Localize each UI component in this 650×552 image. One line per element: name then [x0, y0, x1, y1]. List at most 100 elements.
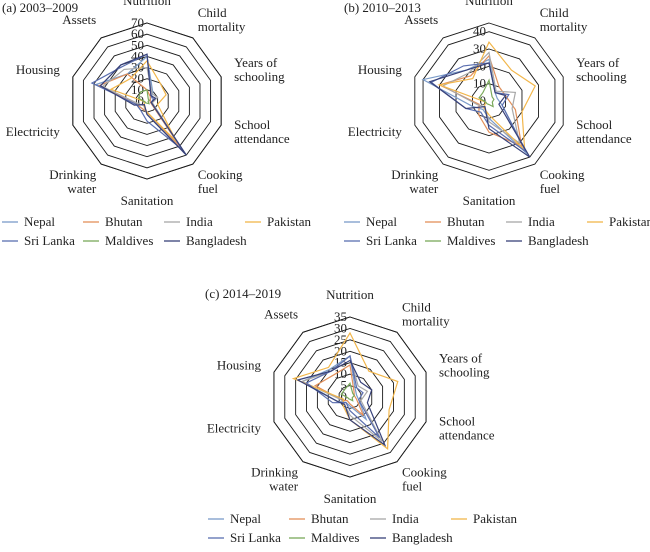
legend-label-nepal: Nepal [366, 214, 397, 229]
series-line-pakistan [437, 40, 536, 152]
axis-label-line: Electricity [6, 124, 61, 139]
axis-label-line: Assets [264, 306, 298, 321]
axis-label-school-attendance: School attendance [439, 414, 495, 443]
axis-label-line: Drinking [391, 167, 438, 182]
axis-label-years-of-schooling: Years of schooling [576, 55, 627, 84]
axis-label-nutrition: Nutrition [123, 0, 171, 8]
series-line-maldives [137, 89, 150, 105]
axis-label-line: Housing [358, 62, 403, 77]
series-line-bangladesh [428, 62, 531, 158]
grid-ring [82, 33, 212, 169]
axis-label-line: Sanitation [121, 193, 174, 208]
legend-label-sri-lanka: Sri Lanka [366, 233, 417, 248]
legend-label-pakistan: Pakistan [267, 214, 312, 229]
series-line-maldives [340, 382, 356, 402]
axis-label-drinking-water: Drinking water [251, 465, 299, 494]
tick-label: 10 [334, 366, 347, 381]
axis-label-line: Sanitation [463, 193, 516, 208]
axis-label-line: Drinking [251, 465, 298, 480]
axis-label-line: Assets [404, 12, 438, 27]
tick-label: 0 [341, 389, 348, 404]
legend-label-sri-lanka: Sri Lanka [230, 530, 281, 545]
legend-label-bhutan: Bhutan [447, 214, 485, 229]
legend-label-maldives: Maldives [447, 233, 495, 248]
axis-label-electricity: Electricity [348, 124, 403, 139]
series-line-sri-lanka [305, 354, 381, 439]
grid-ring-outer [273, 316, 427, 478]
axis-label-line: Nutrition [465, 0, 513, 8]
axis-label-years-of-schooling: Years of schooling [439, 350, 490, 379]
series-line-bhutan [313, 364, 364, 416]
tick-label: 70 [131, 15, 144, 30]
legend: Nepal Bhutan India Pakistan Sri Lanka Maldive… [208, 511, 518, 545]
legend: Nepal Bhutan India Pakistan Sri Lanka Maldive… [344, 214, 650, 248]
axis-label-child-mortality: Child mortality [540, 5, 588, 34]
grid-ring [422, 31, 556, 171]
axis-label-line: schooling [439, 364, 490, 379]
axis-label-cooking-fuel: Cooking fuel [402, 465, 447, 494]
series-line-nepal [421, 58, 529, 155]
legend: Nepal Bhutan India Pakistan Sri Lanka Maldive… [2, 214, 312, 248]
axis-label-sanitation: Sanitation [324, 491, 377, 506]
tick-label: 5 [341, 378, 348, 393]
axis-label-line: Cooking [540, 167, 585, 182]
tick-label: 40 [473, 24, 486, 39]
axis-label-line: schooling [234, 69, 285, 84]
axis-label-line: attendance [439, 428, 495, 443]
axis-label-drinking-water: Drinking water [391, 167, 439, 196]
axis-label-cooking-fuel: Cooking fuel [540, 167, 585, 196]
axis-label-school-attendance: School attendance [234, 117, 290, 146]
axis-label-assets: Assets [264, 306, 298, 321]
grid-ring [306, 350, 394, 444]
grid-ring [295, 339, 405, 455]
axis-label-housing: Housing [358, 62, 403, 77]
axis-label-electricity: Electricity [6, 124, 61, 139]
axis-label-child-mortality: Child mortality [402, 299, 450, 328]
axis-label-line: Sanitation [324, 491, 377, 506]
radar-chart-1: (a) 2003–2009010203040506070NutritionChi… [2, 0, 312, 248]
axis-label-line: Housing [217, 357, 262, 372]
axis-label-line: Nutrition [123, 0, 171, 8]
axis-label-line: Years of [439, 350, 483, 365]
grid-ring [316, 362, 384, 432]
axis-label-sanitation: Sanitation [463, 193, 516, 208]
chart-title: (b) 2010–2013 [344, 0, 421, 15]
grid-ring [455, 65, 523, 137]
series-line-nepal [300, 354, 368, 422]
legend-label-nepal: Nepal [230, 511, 261, 526]
series-line-india [441, 51, 521, 145]
axis-label-line: water [67, 181, 97, 196]
tick-label: 30 [131, 60, 144, 75]
axis-label-drinking-water: Drinking water [49, 167, 97, 196]
chart-title: (a) 2003–2009 [2, 0, 78, 15]
grid-ring [114, 67, 180, 135]
series-line-maldives [478, 78, 495, 108]
axis-label-housing: Housing [217, 357, 262, 372]
axis-label-line: Electricity [348, 124, 403, 139]
axis-label-line: fuel [540, 181, 561, 196]
legend-label-nepal: Nepal [24, 214, 55, 229]
series-line-sri-lanka [90, 53, 183, 151]
legend-label-bangladesh: Bangladesh [528, 233, 589, 248]
legend-label-india: India [528, 214, 555, 229]
axis-label-line: School [439, 414, 476, 429]
tick-label: 35 [334, 309, 347, 324]
legend-label-maldives: Maldives [105, 233, 153, 248]
axis-label-line: attendance [576, 131, 632, 146]
legend-label-bhutan: Bhutan [311, 511, 349, 526]
axis-label-line: Child [198, 5, 227, 20]
grid-ring [284, 327, 416, 467]
chart-title: (c) 2014–2019 [205, 286, 281, 301]
axis-label-sanitation: Sanitation [121, 193, 174, 208]
radar-chart-3: (c) 2014–201905101520253035NutritionChil… [205, 286, 518, 545]
axis-label-line: water [269, 479, 299, 494]
legend-label-bhutan: Bhutan [105, 214, 143, 229]
legend-label-bangladesh: Bangladesh [392, 530, 453, 545]
grid-ring [125, 78, 169, 124]
axis-label-line: fuel [198, 181, 219, 196]
axis-label-line: Electricity [207, 421, 262, 436]
grid-ring-outer [72, 22, 222, 180]
axis-label-line: Years of [576, 55, 620, 70]
axis-label-line: Cooking [198, 167, 243, 182]
